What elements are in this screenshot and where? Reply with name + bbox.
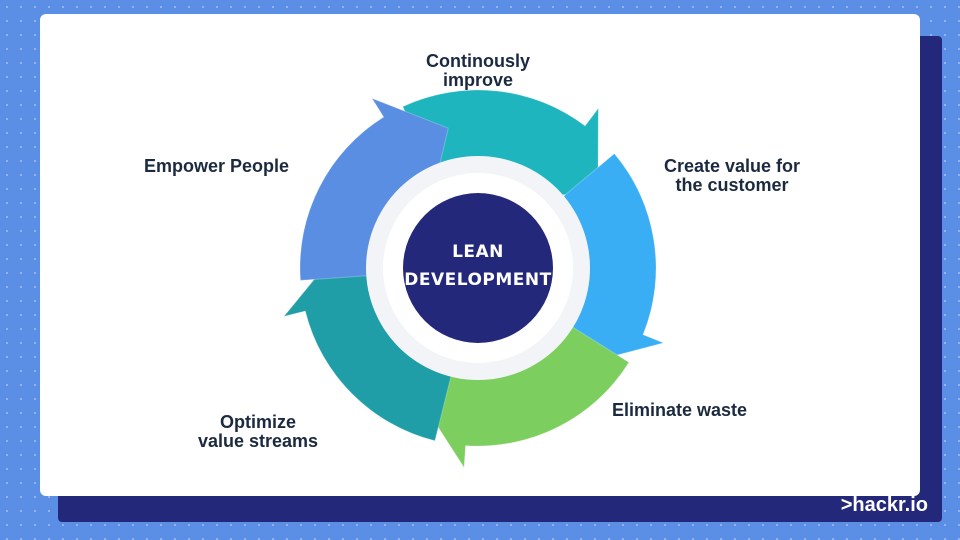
step-label-continuously-improve: Continously improve — [426, 51, 530, 90]
center-title: LEAN DEVELOPMENT — [398, 238, 558, 294]
step-label-create-value: Create value for the customer — [663, 156, 801, 195]
hackr-logo: >hackr.io — [840, 494, 928, 516]
center-title-line2: DEVELOPMENT — [404, 270, 552, 290]
center-disc — [403, 193, 553, 343]
step-label-empower-people: Empower People — [144, 156, 290, 176]
center-title-line1: LEAN — [452, 242, 504, 262]
step-label-eliminate-waste: Eliminate waste — [612, 400, 748, 420]
step-label-optimize-value-streams: Optimize value streams — [197, 412, 319, 451]
